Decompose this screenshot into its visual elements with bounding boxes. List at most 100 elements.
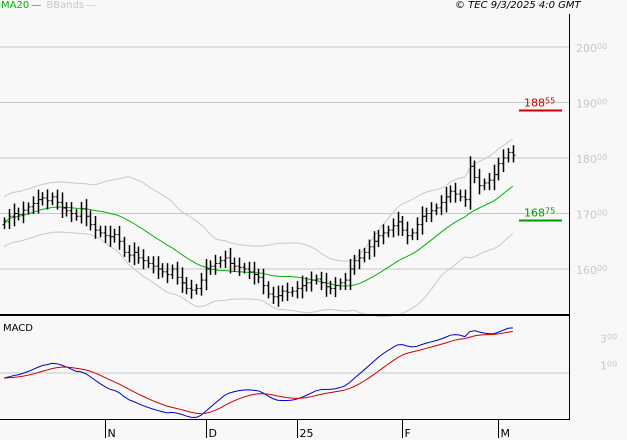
legend-ma20-swatch: — [31,0,42,11]
ohlc-bar [477,168,482,195]
ohlc-bar [45,189,50,210]
legend: MA20— BBands — [1,0,98,12]
ohlc-bar [180,267,185,293]
ohlc-bar [228,247,233,274]
ohlc-bar [439,195,444,216]
x-tick-label: N [108,427,116,440]
ohlc-bar [242,262,247,274]
ohlc-bar [141,249,146,270]
price-tick-label: 18000 [576,153,607,166]
ohlc-bar [506,148,511,163]
macd-line [3,327,513,418]
ohlc-bar [103,225,108,243]
ohlc-bar [276,285,281,307]
ohlc-bar [472,160,477,184]
ohlc-bar [405,221,410,245]
ohlc-bar [7,209,12,230]
ohlc-bar [309,271,314,292]
ohlc-bar [429,202,434,223]
ohlc-bar [74,209,79,221]
ohlc-bar [55,189,60,210]
ohlc-bar [175,261,180,285]
ohlc-bar [26,202,31,215]
ohlc-bar [338,278,343,291]
ohlc-bar [88,210,93,231]
ohlc-bar [391,218,396,238]
price-tick-label: 19000 [576,98,607,111]
ohlc-bar [496,157,501,181]
ohlc-bar [247,261,252,279]
ohlc-bar [328,280,333,295]
ohlc-bar [501,149,506,173]
ohlc-bar [444,186,449,213]
ohlc-bar [348,259,353,291]
ohlc-bar [170,264,175,279]
ohlc-bar [223,250,228,268]
ohlc-bar [160,263,165,278]
ohlc-bar [468,156,473,210]
ohlc-bar [146,256,151,268]
ohlc-bar [208,260,213,275]
price-tick-label: 17000 [576,209,607,222]
ohlc-bar [482,178,487,191]
ohlc-bar [122,236,127,257]
ohlc-bar [16,207,21,221]
ohlc-bar [386,225,391,238]
ohlc-bar [285,282,290,301]
ohlc-bar [136,246,141,264]
ohlc-bar [156,256,161,279]
ohlc-bar [261,268,266,295]
ohlc-bar [304,277,309,292]
ohlc-bar [117,225,122,250]
ohlc-bar [199,272,204,296]
ohlc-bar [79,201,84,224]
ohlc-bar [343,272,348,291]
ohlc-bar [324,272,329,297]
ohlc-bar [271,286,276,304]
price-tick-label: 16000 [576,264,607,277]
ohlc-bar [511,145,516,163]
ohlc-bar [204,259,209,291]
ohlc-bar [280,285,285,302]
resistance-level-label: 18855 [524,97,555,110]
ohlc-bar [64,202,69,217]
ohlc-bar [127,245,132,263]
ohlc-bar [492,164,497,191]
ohlc-bar [319,271,324,291]
ohlc-bar [333,277,338,298]
ohlc-bar [487,172,492,191]
ohlc-bar [213,254,218,275]
price-tick-label: 20000 [576,42,607,55]
ohlc-bar [108,225,113,247]
ohlc-bar [314,274,319,285]
ohlc-bar [266,281,271,299]
ohlc-bar [410,228,415,241]
ohlc-bar [372,231,377,257]
x-tick-label: 25 [300,427,314,440]
ohlc-bar [84,199,89,227]
x-tick-label: F [405,427,411,440]
ohlc-bar [453,182,458,203]
ohlc-bar [362,247,367,263]
support-level-label: 16875 [524,206,555,219]
ohlc-bar [376,229,381,248]
macd-title: MACD [3,323,33,334]
ohlc-bar [69,202,74,223]
ohlc-bar [290,286,295,297]
ohlc-bar [448,185,453,203]
ohlc-bar [165,263,170,284]
ohlc-bar [2,217,7,230]
ohlc-bar [194,283,199,295]
x-tick-label: D [209,427,217,440]
ohlc-bar [352,254,357,275]
ohlc-bar [252,261,257,285]
ohlc-bar [434,203,439,216]
ohlc-bar [31,196,36,215]
ohlc-bar [415,217,420,241]
copyright: © TEC 9/3/2025 4:0 GMT [455,0,581,11]
ohlc-bar [50,192,55,206]
ohlc-bar [237,257,242,276]
ohlc-bar [12,203,17,227]
bband-upper [3,138,514,262]
